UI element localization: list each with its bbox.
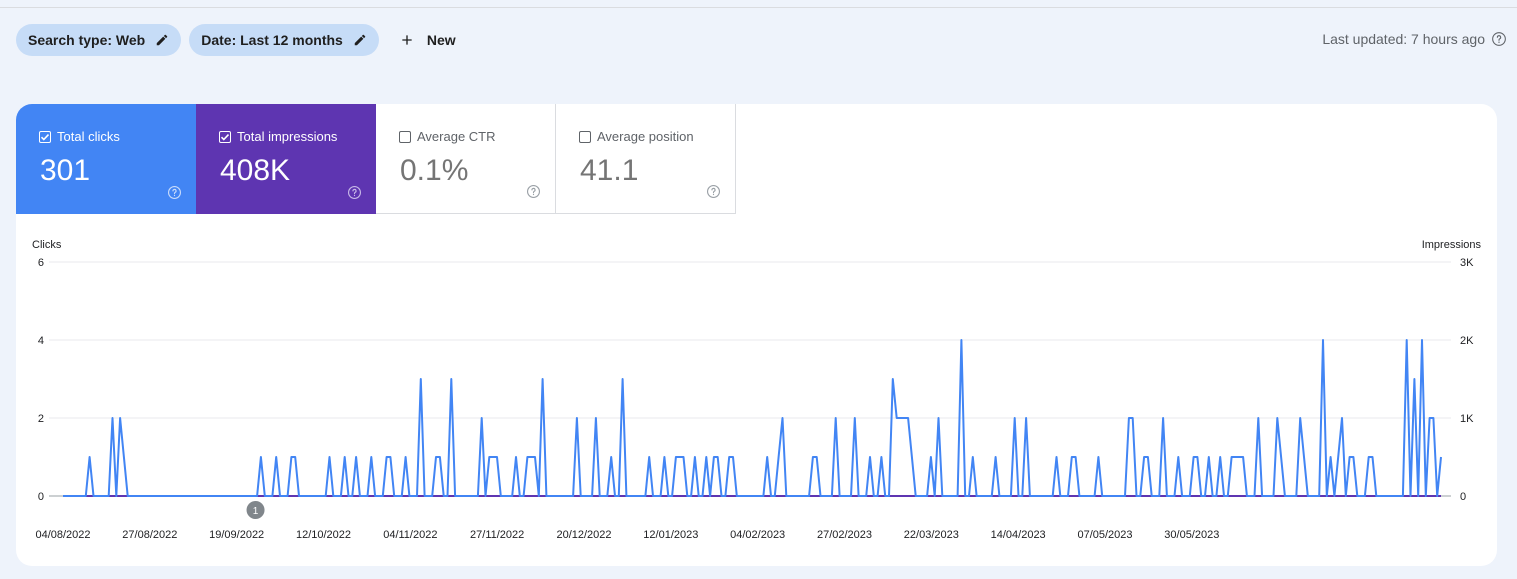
- x-tick-label: 04/08/2022: [35, 529, 90, 541]
- help-icon[interactable]: [347, 185, 362, 200]
- plus-icon: [402, 35, 412, 45]
- filter-bar: Search type: Web Date: Last 12 months Ne…: [16, 24, 456, 56]
- date-label: Date: Last 12 months: [201, 32, 343, 48]
- clicks-series-line: [63, 339, 1442, 497]
- performance-card: Clicks Impressions 0 0 2 1K 4 2K 6 3K 04/08/2022 27…: [16, 104, 1497, 566]
- metric-tiles: Total clicks 301 Total impressions 408K …: [16, 104, 736, 214]
- checkbox-checked-icon[interactable]: [219, 130, 231, 143]
- help-icon[interactable]: [1491, 31, 1507, 47]
- total-impressions-header: Total impressions: [219, 129, 337, 144]
- right-tick-label: 0: [1460, 491, 1466, 503]
- x-tick-label: 19/09/2022: [209, 529, 264, 541]
- performance-chart: Clicks Impressions 0 0 2 1K 4 2K 6 3K 04/08/2022 27…: [32, 239, 1482, 541]
- total-impressions-tile[interactable]: Total impressions 408K: [196, 104, 376, 214]
- average-ctr-header: Average CTR: [399, 129, 496, 144]
- x-tick-label: 12/01/2023: [643, 529, 698, 541]
- date-chip[interactable]: Date: Last 12 months: [189, 24, 379, 56]
- x-tick-label: 27/11/2022: [470, 529, 524, 541]
- average-position-value: 41.1: [580, 154, 639, 187]
- average-position-tile[interactable]: Average position 41.1: [556, 104, 736, 214]
- right-tick-label: 1K: [1460, 413, 1474, 425]
- x-tick-label: 27/02/2023: [817, 529, 872, 541]
- left-tick-label: 4: [38, 335, 44, 347]
- last-updated: Last updated: 7 hours ago: [1322, 31, 1507, 47]
- x-tick-label: 30/05/2023: [1164, 529, 1219, 541]
- search-type-label: Search type: Web: [28, 32, 146, 48]
- average-ctr-value: 0.1%: [400, 154, 469, 187]
- last-updated-text: Last updated: 7 hours ago: [1322, 31, 1485, 47]
- right-axis-title: Impressions: [1422, 239, 1482, 251]
- checkbox-checked-icon[interactable]: [39, 130, 51, 143]
- x-tick-label: 12/10/2022: [296, 529, 351, 541]
- total-clicks-value: 301: [40, 154, 91, 187]
- checkbox-unchecked-icon[interactable]: [399, 130, 411, 143]
- average-position-label: Average position: [597, 129, 694, 144]
- left-tick-label: 2: [38, 413, 44, 425]
- total-clicks-header: Total clicks: [39, 129, 120, 144]
- x-tick-label: 07/05/2023: [1077, 529, 1132, 541]
- average-ctr-tile[interactable]: Average CTR 0.1%: [376, 104, 556, 214]
- total-clicks-label: Total clicks: [57, 129, 120, 144]
- right-tick-label: 2K: [1460, 335, 1474, 347]
- new-filter-button[interactable]: New: [399, 24, 456, 56]
- x-tick-label: 14/04/2023: [991, 529, 1046, 541]
- edit-pencil-icon: [354, 34, 366, 46]
- x-tick-label: 22/03/2023: [904, 529, 959, 541]
- search-type-chip[interactable]: Search type: Web: [16, 24, 182, 56]
- annotation-label: 1: [253, 506, 259, 517]
- average-ctr-label: Average CTR: [417, 129, 496, 144]
- x-tick-label: 20/12/2022: [556, 529, 611, 541]
- help-icon[interactable]: [526, 184, 541, 199]
- x-tick-label: 04/02/2023: [730, 529, 785, 541]
- left-axis-title: Clicks: [32, 239, 62, 251]
- help-icon[interactable]: [167, 185, 182, 200]
- annotation-marker: [246, 501, 265, 519]
- left-tick-label: 0: [38, 491, 44, 503]
- checkbox-unchecked-icon[interactable]: [579, 130, 591, 143]
- total-impressions-value: 408K: [220, 154, 291, 187]
- top-divider: [0, 7, 1517, 8]
- total-clicks-tile[interactable]: Total clicks 301: [16, 104, 196, 214]
- help-icon[interactable]: [706, 184, 721, 199]
- right-tick-label: 3K: [1460, 257, 1474, 269]
- x-tick-label: 27/08/2022: [122, 529, 177, 541]
- edit-pencil-icon: [156, 34, 168, 46]
- average-position-header: Average position: [579, 129, 694, 144]
- total-impressions-label: Total impressions: [237, 129, 338, 144]
- x-tick-label: 04/11/2022: [383, 529, 437, 541]
- left-tick-label: 6: [38, 257, 44, 269]
- new-filter-label: New: [426, 32, 456, 48]
